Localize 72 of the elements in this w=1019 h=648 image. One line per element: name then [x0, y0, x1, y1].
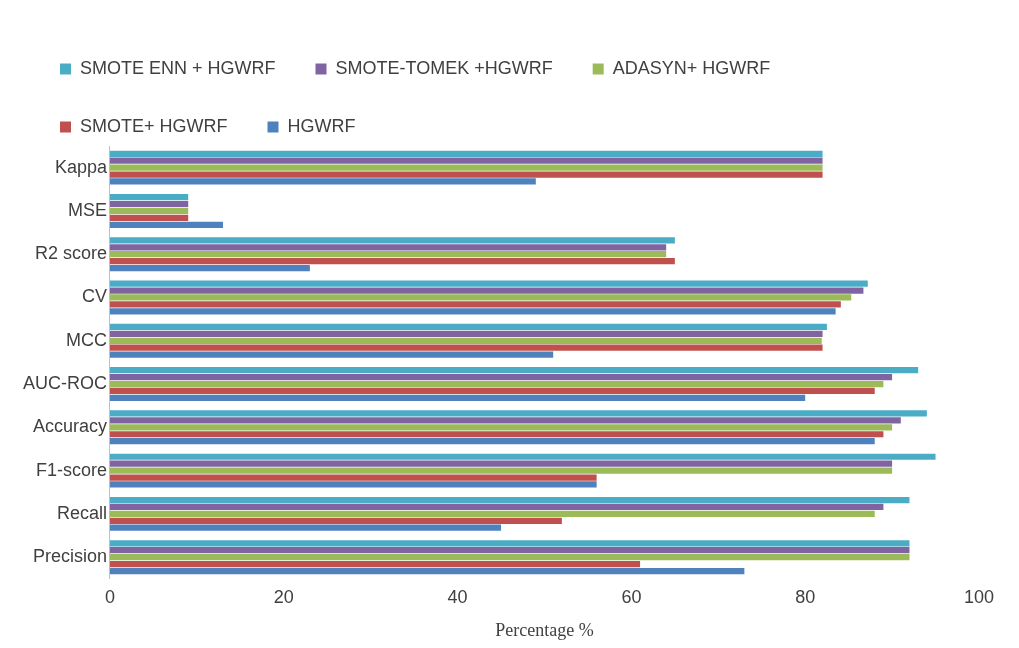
x-tick-label: 20	[273, 586, 294, 607]
legend-label: HGWRF	[287, 115, 356, 136]
bar	[110, 200, 189, 208]
x-tick-label: 60	[621, 586, 642, 607]
bar	[110, 503, 884, 511]
bar	[110, 251, 667, 258]
bar	[110, 394, 806, 402]
bar	[110, 417, 901, 424]
y-tick-label: F1-score	[35, 459, 107, 480]
bar	[110, 244, 667, 251]
bar	[110, 157, 823, 164]
x-axis-title: Percentage %	[495, 619, 594, 640]
bar	[110, 258, 675, 265]
bar	[110, 294, 852, 301]
y-tick-label: Precision	[32, 546, 107, 567]
bar	[110, 481, 597, 488]
bar	[110, 337, 822, 344]
bar	[110, 474, 597, 481]
bar	[110, 207, 189, 215]
bar	[110, 567, 745, 575]
bar	[110, 524, 502, 531]
bar	[110, 517, 562, 524]
bar	[110, 221, 223, 228]
legend-label: SMOTE ENN + HGWRF	[80, 57, 276, 78]
bar	[110, 301, 841, 308]
bar	[110, 453, 936, 460]
bar	[110, 351, 554, 358]
y-tick-label: CV	[81, 286, 107, 307]
x-tick-label: 100	[963, 586, 995, 607]
bar	[110, 387, 875, 395]
bar	[110, 438, 875, 445]
x-tick-label: 0	[104, 586, 115, 607]
bar	[110, 287, 864, 294]
y-tick-label: Recall	[56, 502, 107, 523]
bar	[110, 150, 823, 157]
y-tick-label: R2 score	[34, 243, 107, 264]
y-tick-label: AUC-ROC	[23, 373, 107, 394]
bar	[110, 264, 310, 272]
bar	[110, 380, 884, 388]
bar	[110, 467, 893, 474]
bar	[110, 164, 823, 171]
bar	[110, 431, 884, 438]
bar	[110, 330, 823, 337]
bar	[110, 214, 189, 221]
bar	[110, 540, 910, 547]
bar	[110, 280, 868, 287]
bar	[110, 344, 823, 351]
bar	[110, 193, 189, 201]
x-tick-label: 40	[447, 586, 468, 607]
bar	[110, 367, 919, 374]
y-tick-label: Kappa	[54, 156, 108, 177]
legend-label: SMOTE-TOMEK +HGWRF	[335, 57, 553, 78]
bar	[110, 510, 875, 517]
bar	[110, 410, 927, 417]
bar	[110, 554, 910, 561]
bar	[110, 308, 836, 315]
bar	[110, 424, 893, 431]
y-tick-label: MSE	[67, 199, 107, 220]
y-tick-label: MCC	[66, 329, 107, 350]
bar	[110, 171, 823, 178]
bar	[110, 237, 675, 244]
legend-label: SMOTE+ HGWRF	[80, 115, 228, 136]
bar	[110, 178, 536, 185]
bar	[110, 460, 893, 467]
bar	[110, 374, 893, 381]
bar	[110, 496, 910, 504]
bar	[110, 323, 827, 331]
y-tick-label: Accuracy	[32, 416, 107, 437]
bar	[110, 547, 910, 554]
legend-label: ADASYN+ HGWRF	[612, 57, 771, 78]
bar	[110, 560, 641, 568]
x-tick-label: 80	[795, 586, 816, 607]
